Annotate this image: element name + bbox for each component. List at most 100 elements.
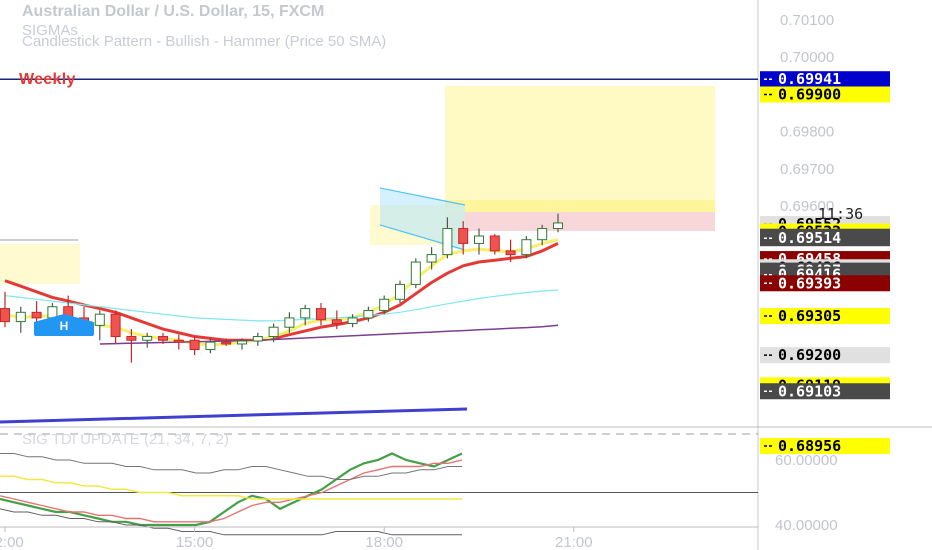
candle-body (553, 222, 563, 230)
candle[interactable] (537, 224, 548, 246)
price-label-bg (760, 230, 890, 247)
hammer-marker[interactable]: H (32, 314, 96, 336)
candle-body (126, 336, 137, 341)
candle[interactable] (252, 332, 263, 346)
candle[interactable] (221, 338, 232, 346)
candle[interactable] (0, 291, 10, 328)
candle-body (442, 228, 453, 256)
price-tick-label: 0.70100 (780, 12, 834, 29)
price-label-badge: 0.69900 (760, 85, 890, 103)
price-label-bg (760, 275, 890, 292)
price-label-badge: 0.69103 (760, 382, 890, 400)
price-label-badge: 0.69200 (760, 346, 890, 364)
candle-body (426, 254, 437, 263)
candle[interactable] (316, 303, 326, 326)
price-label-bg (760, 86, 890, 103)
candle[interactable] (505, 239, 516, 263)
indicator-tdi_green (0, 452, 463, 527)
time-tick-label: 21:00 (555, 534, 593, 550)
price-label-text: 0.68956 (778, 437, 841, 455)
candle[interactable] (173, 334, 184, 350)
candle[interactable] (331, 310, 342, 330)
candle-body (15, 311, 26, 323)
candle-body (0, 308, 10, 323)
candle-body (205, 341, 216, 351)
pattern-zone-left (0, 244, 80, 284)
candle-body (331, 319, 342, 324)
candle[interactable] (410, 258, 421, 289)
candle-body (521, 239, 532, 256)
trend-line (0, 407, 468, 424)
candle-body (110, 313, 121, 338)
candle-body (458, 228, 469, 244)
candle[interactable] (474, 228, 484, 255)
chart-title: Australian Dollar / U.S. Dollar, 15, FXC… (22, 3, 325, 20)
candle[interactable] (15, 306, 26, 333)
candle[interactable] (363, 306, 374, 322)
price-tick-label: 0.69800 (780, 124, 834, 141)
candle[interactable] (426, 247, 437, 270)
candle[interactable] (31, 301, 42, 322)
price-label-badge: 0.69393 (760, 274, 890, 292)
candle[interactable] (189, 336, 200, 356)
candle[interactable] (205, 338, 216, 354)
candle[interactable] (521, 235, 532, 259)
candle[interactable] (395, 280, 405, 304)
price-tick-label: 0.69600 (780, 198, 834, 215)
price-label-text: 0.69900 (778, 85, 841, 103)
indicator-tick-label: 40.00000 (775, 517, 838, 534)
sma-legend: SIGMAs (22, 22, 78, 39)
candle[interactable] (458, 221, 469, 255)
candle-body (142, 336, 153, 341)
candle-body (268, 326, 279, 338)
price-label-text: 0.69305 (778, 307, 841, 325)
candle[interactable] (110, 310, 121, 344)
price-label-bg (760, 71, 890, 88)
indicator-tdi_red (0, 459, 463, 523)
price-label-badge: 0.69941 (760, 70, 890, 88)
price-label-badge: 0.69514 (760, 229, 890, 247)
hammer-marker-shape (34, 314, 94, 336)
candle-body (284, 317, 295, 328)
candle-body (489, 235, 500, 252)
candle[interactable] (300, 304, 311, 326)
price-tick-label: 0.69700 (780, 161, 834, 178)
candle-body (94, 313, 105, 326)
candle-body (173, 339, 184, 343)
candle[interactable] (268, 323, 279, 343)
candle[interactable] (379, 295, 390, 315)
candle-body (221, 341, 232, 345)
candle-body (347, 317, 358, 324)
candle-body (505, 250, 516, 256)
candle[interactable] (489, 234, 500, 255)
price-label-bg (760, 383, 890, 400)
candle[interactable] (442, 217, 453, 259)
time-tick-label: 18:00 (365, 534, 403, 550)
stop-zone (445, 212, 715, 231)
price-label-text: 0.69514 (778, 229, 841, 247)
candle-body (363, 309, 374, 319)
candle-body (316, 308, 326, 321)
indicator-title: SIG TDI UPDATE (21, 34, 7, 2) (22, 431, 230, 448)
candle[interactable] (142, 332, 153, 348)
candle[interactable] (126, 329, 137, 363)
indicator-tdi_dark (0, 508, 462, 536)
candle[interactable] (237, 338, 247, 350)
indicator-tdi_yellow (0, 475, 462, 500)
candle[interactable] (158, 332, 168, 344)
indicator-tdi_gray (0, 453, 462, 480)
candle-body (252, 336, 263, 342)
candle-body (237, 340, 247, 345)
candle-body (158, 336, 168, 341)
candle[interactable] (553, 213, 563, 233)
candle[interactable] (94, 310, 105, 341)
candle-body (537, 228, 548, 241)
time-tick-label: 12:00 (0, 534, 24, 550)
candle[interactable] (284, 312, 295, 333)
target-zone (445, 86, 715, 212)
bar-countdown: 11:36 (818, 205, 864, 223)
candle-body (189, 339, 200, 351)
candle[interactable] (347, 314, 358, 328)
price-label-badge: 0.68956 (760, 437, 890, 455)
